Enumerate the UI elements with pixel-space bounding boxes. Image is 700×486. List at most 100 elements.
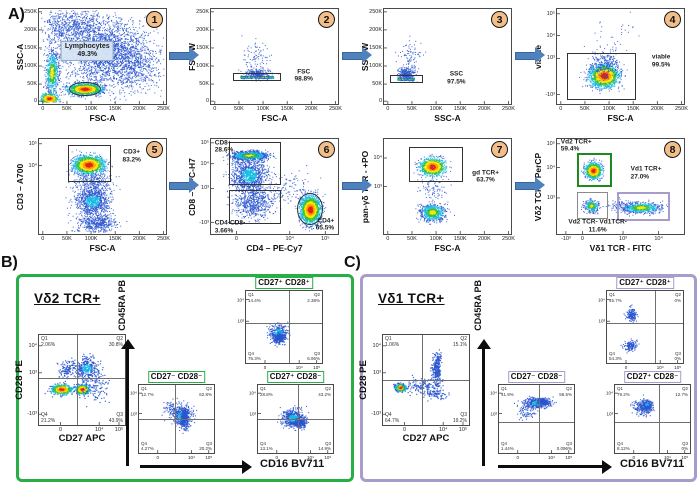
y-tick-label: 250K	[24, 8, 37, 15]
arrow-head	[362, 47, 372, 63]
x-tick-label: 200K	[477, 236, 491, 242]
gate-step-badge: 3	[491, 11, 508, 28]
quadrant-stat-q2: Q2 62.8%	[199, 386, 212, 397]
quadrant-stat-q4: Q4 4.27%	[141, 440, 154, 452]
subset-label: CD27⁺ CD28⁺	[616, 277, 674, 289]
y-tick-label: 10⁴	[28, 162, 37, 169]
plot-vd2-vd1: Vd2 TCR+ 59.4% Vd1 TCR+ 27.0% Vd2 TCR- Vd1…	[533, 138, 685, 253]
axis-x-label: FSC-A	[89, 113, 116, 123]
quadrant-divider-horizontal	[39, 378, 125, 380]
plot-vd1-cd27-vs-cd28: Q1 1.06% Q2 15.1% Q3 19.2% Q4 64.7% 0 10⁴ 10⁵ 1…	[358, 334, 470, 444]
panel-b-label: B)	[1, 254, 18, 271]
plot-vd1-cd27neg-cd28neg: Q1 41.9% Q2 56.5% Q3 0.096% Q4 1.44% 0 10⁴ 10⁵…	[490, 371, 575, 460]
plot-ssc-singlets: SSC 97.5% 0 50K 100K 150K 200K 250K 250K 200K 150…	[360, 8, 515, 123]
quadrant-stat-q4: Q4 54.3%	[609, 350, 622, 362]
y-tick-label: 10⁴	[546, 164, 555, 171]
y-tick-label: 10³	[373, 369, 381, 376]
density-canvas	[557, 9, 684, 104]
gate-shape	[577, 153, 612, 187]
arrow-head	[602, 459, 612, 474]
x-tick-label: 10⁵	[681, 455, 689, 460]
quadrant-divider-horizontal	[383, 380, 469, 381]
y-tick-label: 10³	[29, 369, 37, 376]
x-tick-label: 200K	[650, 106, 664, 112]
axis-y-label: SSC-A	[15, 43, 25, 70]
arrow-head	[362, 177, 372, 193]
x-tick-label: 10⁵	[114, 427, 124, 433]
cd45ra-axis-arrow-icon	[476, 339, 491, 466]
x-tick-label: 10⁴	[438, 427, 448, 433]
x-tick-label: 10⁵	[674, 365, 682, 370]
x-tick-label: 0	[516, 455, 520, 460]
gate-shape	[228, 141, 281, 185]
y-tick-label: 10⁴	[598, 297, 605, 303]
quadrant-stat-q3: Q3 0%	[674, 350, 681, 362]
arrow-head	[476, 339, 491, 349]
axis-x-label: FSC-A	[607, 113, 634, 123]
quadrant-stat-q1: Q1 2.06%	[41, 336, 56, 349]
y-tick-label: 100K	[196, 63, 209, 69]
axis-x-label: FSC-A	[261, 113, 288, 123]
y-tick-label: 10⁴	[372, 342, 381, 349]
y-tick-label: 0	[378, 98, 382, 105]
gate-step-badge: 4	[664, 11, 681, 28]
x-tick-label: 0	[234, 236, 238, 242]
density-canvas	[39, 139, 166, 234]
y-tick-label: 150K	[369, 44, 382, 51]
x-tick-label: 100K	[84, 106, 98, 112]
y-tick-label: 50K	[199, 81, 209, 88]
x-tick-label: 100K	[602, 106, 616, 112]
x-tick-label: 10³	[619, 236, 628, 242]
x-tick-label: 50K	[62, 236, 72, 242]
x-tick-label: 10⁴	[285, 236, 294, 242]
arrow-head	[189, 47, 199, 63]
gate-label: viable 99.5%	[651, 53, 671, 69]
axis-x-label: CD27 APC	[402, 433, 450, 444]
arrow-head	[535, 177, 545, 193]
x-tick-label: 50K	[580, 106, 590, 112]
plot-vd1-cd27pos-cd28pos: Q1 45.7% Q2 0% Q3 0% Q4 54.3% 0 10⁴ 10⁵ 10⁴ 10³ C…	[598, 277, 684, 370]
plot-vd2-cd27neg-cd28neg: Q1 12.7% Q2 62.8% Q3 20.2% Q4 4.27% 0 10⁴ 10⁵ 1…	[130, 371, 215, 460]
gate-step-badge: 8	[664, 141, 681, 158]
x-tick-label: 10⁵	[458, 427, 468, 433]
gate-shape	[228, 190, 281, 225]
x-tick-label: 10⁴	[656, 365, 664, 370]
y-tick-label: 0	[205, 98, 209, 105]
quadrant-stat-q2: Q2 12.7%	[675, 386, 688, 397]
quadrant-stat-q2: Q2 56.5%	[559, 386, 572, 397]
axis-y-label: CD3 – A700	[15, 163, 25, 210]
x-tick-label: 150K	[453, 106, 467, 112]
x-tick-label: 250K	[157, 236, 170, 242]
quadrant-stat-q4: Q4 21.2%	[41, 411, 56, 424]
y-tick-label: 0	[33, 98, 37, 105]
plot-vd2-cd27-vs-cd28: Q1 2.06% Q2 30.8% Q3 43.9% Q4 21.2% 0 10⁴ 10⁵ 1…	[14, 334, 126, 444]
x-tick-label: 0	[580, 236, 584, 242]
subset-label: CD27⁻ CD28⁻	[507, 371, 566, 383]
y-tick-label: 10⁴	[28, 342, 37, 349]
axis-x-label: SSC-A	[434, 113, 461, 123]
subset-label: CD27⁺ CD28⁻	[623, 371, 682, 383]
y-tick-label: 10³	[374, 183, 382, 190]
plot-viability: viable 99.5% 0 50K 100K 150K 200K 250K 10⁵ 10⁴ 10…	[533, 8, 688, 123]
y-tick-label: 10⁴	[249, 390, 256, 396]
subset-label: CD27⁺ CD28⁺	[255, 277, 313, 289]
gate-step-badge: 5	[146, 141, 163, 158]
plot-cd3-gate: CD3+ 83.2% 0 50K 100K 150K 200K 250K 10⁵ 10⁴ FSC-…	[15, 138, 170, 253]
gate-label: CD4+ 65.5%	[315, 217, 335, 232]
gate-label: CD4-CD8- 3.66%	[214, 219, 246, 235]
quadrant-divider-horizontal	[615, 422, 690, 424]
axis-y-label: CD28 PE	[358, 360, 369, 400]
quadrant-divider-horizontal	[607, 323, 683, 325]
x-tick-label: 0	[624, 365, 628, 370]
quadrant-stat-q1: Q1 45.7%	[609, 292, 622, 303]
density-canvas	[211, 9, 338, 104]
subset-label: CD27⁺ CD28⁻	[266, 371, 325, 383]
y-tick-label: 150K	[196, 44, 209, 51]
y-tick-label: 250K	[196, 8, 209, 15]
arrow-shaft	[515, 182, 536, 190]
cd16-axis-label: CD16 BV711	[620, 458, 685, 470]
gate-step-badge: 1	[146, 11, 163, 28]
gate-step-badge: 6	[318, 141, 335, 158]
quadrant-stat-q3: Q3 20.2%	[199, 440, 212, 452]
